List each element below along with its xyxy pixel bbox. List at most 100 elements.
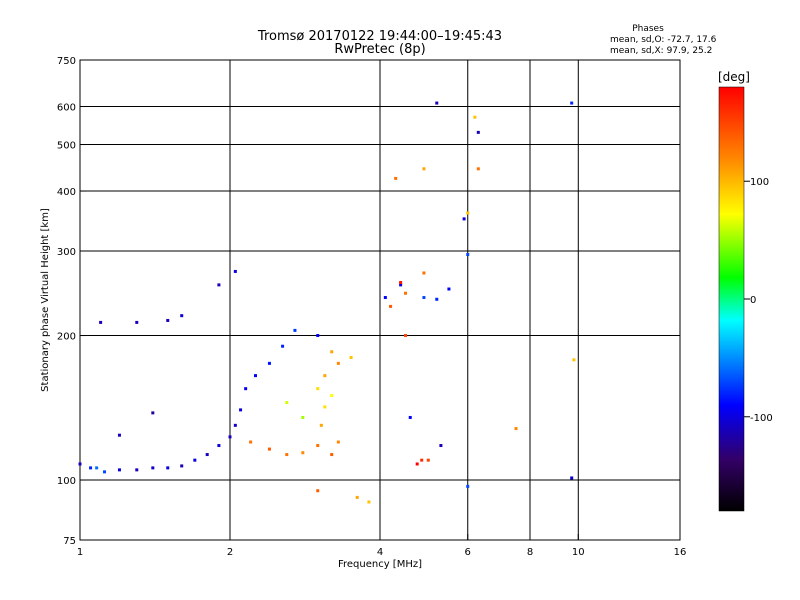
- data-point: [267, 447, 271, 451]
- data-point: [476, 130, 480, 134]
- stats-heading: Phases: [632, 24, 664, 34]
- data-point: [383, 296, 387, 300]
- data-point: [403, 291, 407, 295]
- colorbar-tick-label: -100: [750, 413, 773, 424]
- x-tick-label: 8: [527, 547, 533, 558]
- data-point: [408, 415, 412, 419]
- data-point: [399, 283, 403, 287]
- data-point: [228, 435, 232, 439]
- data-point: [166, 318, 170, 322]
- data-point: [285, 453, 289, 457]
- colorbar-tick-label: 0: [750, 295, 756, 306]
- data-point: [205, 453, 209, 457]
- data-point: [99, 320, 103, 324]
- data-point: [435, 101, 439, 105]
- y-tick-label: 500: [57, 141, 76, 152]
- data-point: [151, 466, 155, 470]
- y-tick-label: 750: [57, 56, 76, 67]
- chart-subtitle: RwPretec (8p): [334, 42, 425, 57]
- data-point: [281, 344, 285, 348]
- data-point: [89, 466, 93, 470]
- data-point: [301, 451, 305, 455]
- data-point: [217, 444, 221, 448]
- data-point: [319, 423, 323, 427]
- data-point: [389, 304, 393, 308]
- data-point: [316, 444, 320, 448]
- data-point: [316, 489, 320, 493]
- data-point: [193, 458, 197, 462]
- y-tick-label: 75: [63, 536, 76, 547]
- data-point: [249, 440, 253, 444]
- data-point: [316, 334, 320, 338]
- data-point: [422, 271, 426, 275]
- data-point: [233, 423, 237, 427]
- scatter-points: [78, 101, 576, 504]
- data-point: [394, 176, 398, 180]
- data-point: [336, 361, 340, 365]
- data-point: [103, 470, 107, 474]
- x-axis-label: Frequency [MHz]: [338, 559, 422, 570]
- x-tick-label: 2: [227, 547, 233, 558]
- data-point: [233, 269, 237, 273]
- data-point: [117, 468, 121, 472]
- data-point: [151, 411, 155, 415]
- x-tick-label: 10: [572, 547, 585, 558]
- data-point: [244, 387, 248, 391]
- data-point: [330, 453, 334, 457]
- data-point: [570, 476, 574, 480]
- data-point: [336, 440, 340, 444]
- data-point: [323, 374, 327, 378]
- data-point: [399, 280, 403, 284]
- stats-o-line: mean, sd,O: -72.7, 17.6: [610, 35, 717, 45]
- y-tick-label: 300: [57, 247, 76, 258]
- data-point: [301, 415, 305, 419]
- data-point: [462, 217, 466, 221]
- data-point: [403, 334, 407, 338]
- stats-x-line: mean, sd,X: 97.9, 25.2: [610, 46, 712, 56]
- colorbar-tick-label: 100: [750, 177, 769, 188]
- data-point: [514, 427, 518, 431]
- grid: [80, 60, 680, 540]
- data-point: [355, 495, 359, 499]
- data-point: [367, 500, 371, 504]
- data-point: [166, 466, 170, 470]
- data-point: [180, 314, 184, 318]
- data-point: [439, 444, 443, 448]
- data-point: [473, 115, 477, 119]
- data-point: [239, 408, 243, 412]
- data-point: [466, 253, 470, 257]
- data-point: [78, 462, 82, 466]
- data-point: [316, 387, 320, 391]
- data-point: [330, 350, 334, 354]
- data-point: [180, 464, 184, 468]
- x-tick-label: 6: [465, 547, 471, 558]
- data-point: [330, 394, 334, 398]
- data-point: [466, 211, 470, 215]
- y-tick-label: 200: [57, 332, 76, 343]
- axis-ticks: 1 2 4 6 8 10 16 75 100 200 300 400 500 600 750: [57, 56, 686, 558]
- x-tick-label: 4: [377, 547, 383, 558]
- y-axis-label: Stationary phase Virtual Height [km]: [40, 208, 51, 392]
- data-point: [267, 361, 271, 365]
- data-point: [293, 328, 297, 332]
- y-tick-label: 100: [57, 476, 76, 487]
- y-tick-label: 600: [57, 103, 76, 114]
- data-point: [476, 167, 480, 171]
- data-point: [217, 283, 221, 287]
- data-point: [426, 458, 430, 462]
- data-point: [95, 466, 99, 470]
- data-point: [117, 433, 121, 437]
- x-tick-label: 1: [77, 547, 83, 558]
- data-point: [570, 101, 574, 105]
- y-tick-label: 400: [57, 187, 76, 198]
- data-point: [435, 297, 439, 301]
- data-point: [349, 355, 353, 359]
- colorbar-ticks: 100 0 -100: [744, 177, 773, 424]
- data-point: [572, 358, 576, 362]
- x-tick-label: 16: [674, 547, 687, 558]
- data-point: [422, 296, 426, 300]
- colorbar: [718, 86, 745, 512]
- data-point: [466, 484, 470, 488]
- data-point: [447, 287, 451, 291]
